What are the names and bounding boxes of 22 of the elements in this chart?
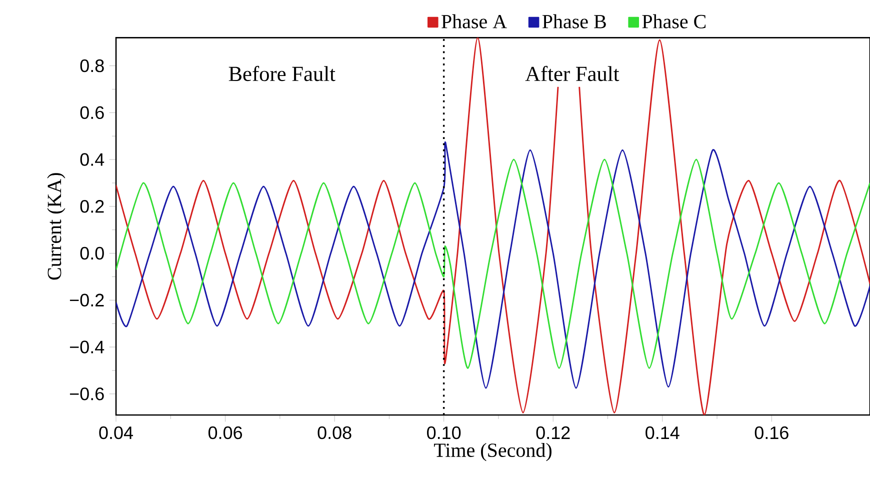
- y-axis-title: Current (KA): [47, 173, 66, 280]
- x-axis-title: Time (Second): [434, 442, 552, 462]
- legend-label: Phase A: [442, 14, 507, 28]
- x-tick-label: 0.04: [99, 426, 133, 440]
- legend-label: Phase B: [542, 14, 606, 28]
- x-tick-label: 0.16: [754, 426, 788, 440]
- y-tick-label: 0.6: [80, 106, 104, 120]
- y-tick-label: 0.2: [80, 200, 104, 213]
- y-tick-label: 0.0: [80, 246, 104, 260]
- x-tick-label: 0.14: [646, 426, 680, 440]
- annotation: Before Fault: [228, 66, 336, 82]
- x-tick-label: 0.06: [208, 426, 242, 440]
- x-tick-label: 0.12: [536, 426, 570, 440]
- y-tick-label: −0.2: [70, 294, 104, 307]
- y-tick-label: −0.6: [70, 388, 104, 400]
- x-tick-label: 0.08: [318, 426, 352, 440]
- y-tick-label: 0.8: [80, 59, 104, 72]
- legend-label: Phase C: [642, 14, 706, 28]
- annotation: After Fault: [525, 66, 620, 82]
- y-tick-label: 0.4: [80, 153, 104, 166]
- y-tick-label: −0.4: [70, 340, 104, 354]
- x-tick-label: 0.10: [427, 426, 461, 440]
